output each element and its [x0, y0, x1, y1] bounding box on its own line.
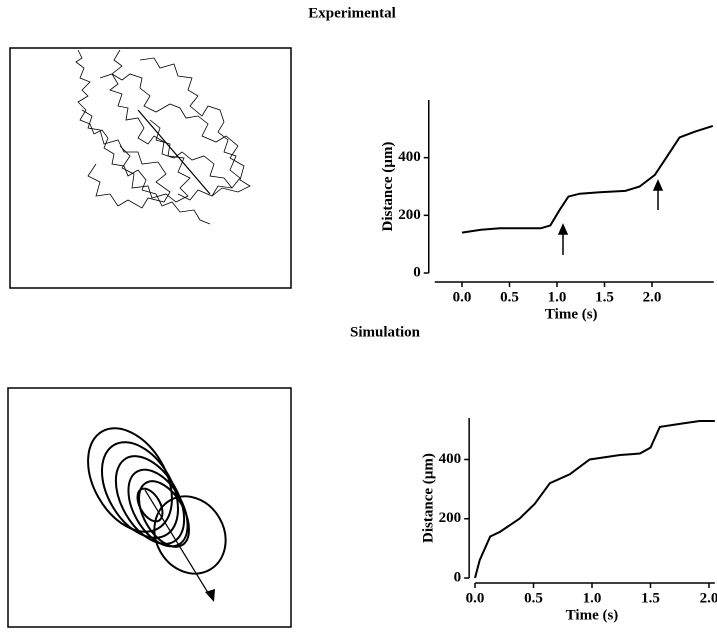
data-line [461, 124, 714, 234]
chart-title: Simulation [350, 324, 421, 340]
y-axis-label: Distance (µm) [380, 142, 396, 232]
x-axis-label: Time (s) [545, 306, 598, 322]
x-tick-label: 1.0 [548, 289, 567, 305]
simulation-outlines [87, 427, 227, 602]
x-tick-label: 2.0 [643, 289, 662, 305]
y-tick-label: 400 [398, 149, 421, 165]
x-tick-label: 2.0 [700, 590, 717, 606]
data-line [474, 419, 715, 579]
x-tick-label: 1.0 [583, 590, 602, 606]
image-frame [7, 387, 292, 628]
y-axis-label: Distance (µm) [421, 453, 437, 543]
y-tick-label: 0 [454, 569, 462, 585]
y-tick-label: 0 [413, 264, 421, 280]
image-frame [9, 47, 292, 289]
y-tick-label: 200 [439, 510, 462, 526]
x-axis-label: Time (s) [566, 607, 619, 623]
y-tick-label: 200 [398, 207, 421, 223]
x-tick-label: 1.5 [595, 289, 614, 305]
x-tick-label: 0.5 [500, 289, 519, 305]
x-tick-label: 1.5 [641, 590, 660, 606]
annotation-arrows [557, 179, 664, 255]
x-tick-label: 0.0 [453, 289, 472, 305]
chart-title: Experimental [308, 5, 396, 21]
x-tick-label: 0.5 [524, 590, 543, 606]
x-tick-label: 0.0 [466, 590, 485, 606]
y-tick-label: 400 [439, 451, 462, 467]
cell-outlines [75, 49, 251, 225]
